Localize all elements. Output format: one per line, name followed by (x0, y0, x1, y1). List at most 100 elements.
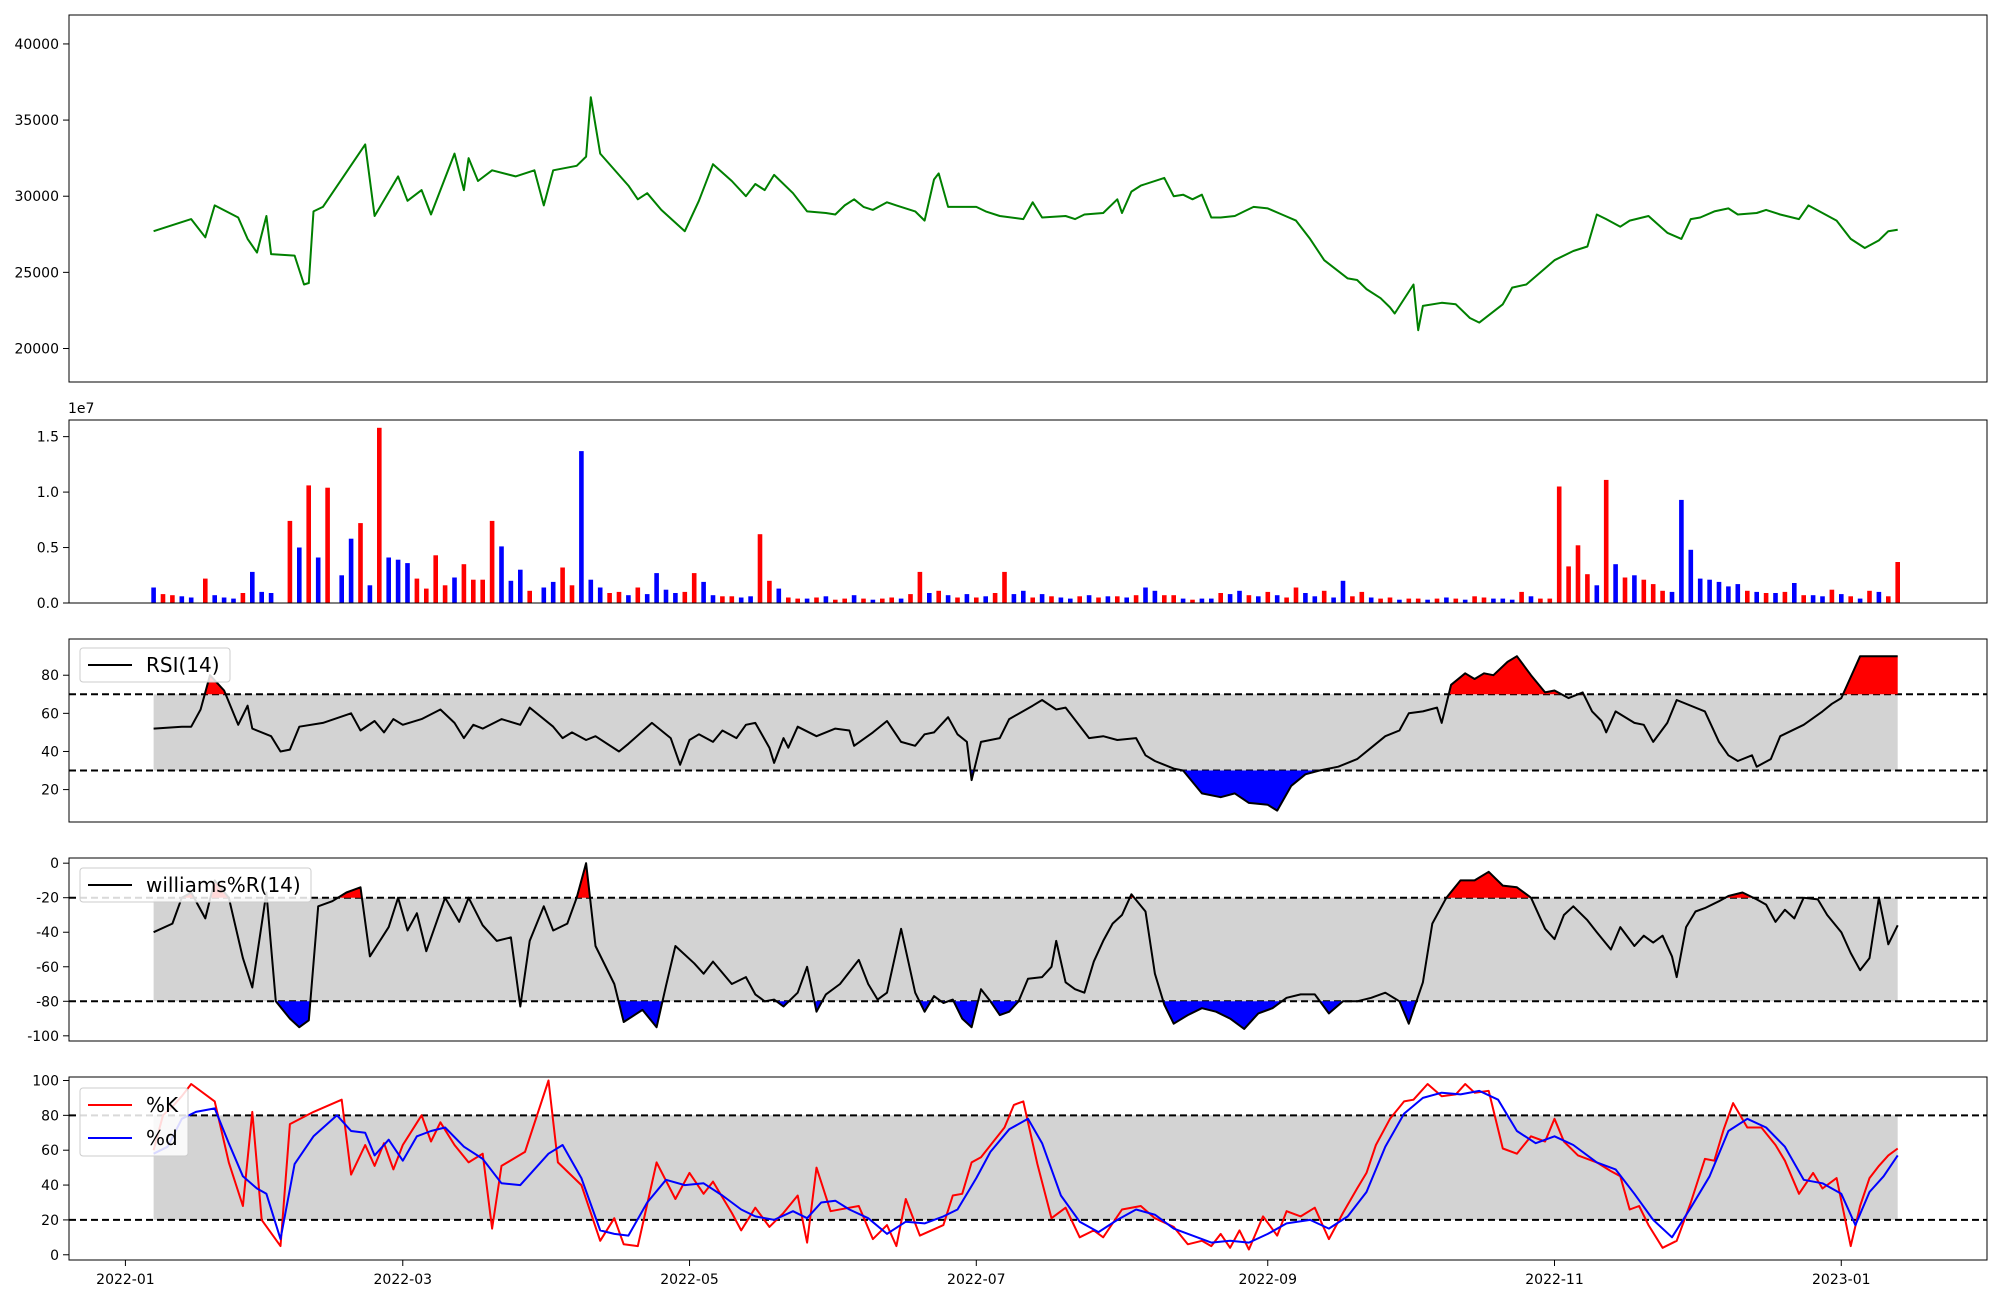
volume-bar (889, 597, 894, 603)
volume-bar (1886, 596, 1891, 603)
volume-bar (720, 596, 725, 603)
x-tick-label: 2022-05 (660, 1272, 719, 1288)
volume-bar (1303, 593, 1308, 603)
volume-bar (386, 557, 391, 603)
volume-bar (701, 581, 706, 603)
volume-bar (823, 596, 829, 603)
volume-bar (607, 593, 612, 603)
volume-bar (1086, 595, 1092, 603)
volume-bar (1763, 593, 1769, 603)
volume-bar (1754, 591, 1759, 603)
volume-bar (160, 594, 166, 603)
williams-y-tick-label: -40 (36, 925, 59, 941)
volume-bar (1321, 590, 1327, 603)
volume-bar (1632, 575, 1637, 603)
volume-bar (795, 598, 800, 603)
volume-bar (1209, 598, 1214, 603)
volume-bar (1293, 587, 1299, 603)
volume-bar (1096, 597, 1101, 603)
price-y-tick-label: 40000 (14, 37, 59, 53)
volume-bar (1782, 591, 1788, 603)
rsi-overbought-fill (1448, 656, 1562, 695)
stochastic-y-tick-label: 40 (41, 1178, 59, 1194)
price-y-tick-label: 25000 (14, 265, 59, 281)
rsi-frame (68, 638, 1988, 823)
volume-bar (1425, 599, 1430, 603)
volume-bar (259, 591, 264, 603)
rsi-neutral-band (153, 694, 1898, 771)
williams-oversold-fill (919, 1001, 931, 1012)
volume-bar (325, 487, 330, 603)
volume-bar (306, 485, 311, 603)
rsi-plot-area (68, 638, 1988, 823)
volume-bar (231, 598, 236, 603)
volume-bar (983, 596, 988, 603)
volume-bar (597, 587, 603, 603)
volume-bar (786, 597, 791, 603)
price-y-tick-label: 30000 (14, 189, 59, 205)
volume-bar (1387, 597, 1393, 603)
volume-plot-area (68, 419, 1988, 604)
volume-bar (616, 591, 622, 603)
volume-bar (1397, 599, 1402, 603)
volume-bar (1556, 486, 1562, 603)
volume-bar (1312, 596, 1318, 603)
volume-bar (1622, 577, 1628, 603)
volume-bar (917, 571, 923, 603)
volume-offset-label: 1e7 (68, 401, 94, 417)
volume-bar (188, 597, 194, 603)
volume-bar (1068, 598, 1073, 603)
volume-bar (804, 598, 810, 603)
volume-bar (433, 555, 438, 603)
date-x-axis: 2022-01 2022-03 2022-05 2022-07 2022-09 2022-… (96, 1260, 1871, 1288)
rsi-legend-box (79, 647, 231, 683)
volume-bar (1679, 499, 1684, 603)
williams-y-tick-label: -60 (36, 960, 59, 976)
rsi-y-tick-label: 20 (41, 783, 59, 799)
volume-bar (1895, 562, 1900, 603)
williams-legend: williams%R(14) (79, 867, 312, 903)
volume-y-tick-label: 0.5 (37, 541, 59, 557)
volume-bar (1434, 598, 1440, 603)
volume-bar (250, 571, 255, 603)
price-plot-area (68, 14, 1988, 383)
volume-bar (1669, 591, 1675, 603)
volume-bar (405, 563, 410, 603)
volume-bar (170, 595, 175, 603)
x-tick-label: 2022-01 (96, 1272, 155, 1288)
volume-bar (424, 588, 429, 603)
volume-bar (240, 593, 246, 603)
volume-bar (287, 520, 293, 603)
volume-bar (898, 598, 904, 603)
volume-bar (1002, 571, 1007, 603)
volume-bar (1030, 597, 1035, 603)
volume-bar (1190, 599, 1195, 603)
stochastic-frame (68, 1076, 1988, 1261)
volume-bar (499, 546, 504, 603)
volume-bar (1340, 580, 1346, 603)
williams-overbought-fill (1725, 892, 1754, 898)
volume-bar (1491, 598, 1496, 603)
volume-bar (1472, 596, 1477, 603)
volume-bar (1773, 593, 1778, 603)
rsi-y-tick-label: 80 (41, 668, 59, 684)
rsi-y-axis: 20 40 60 80 (41, 668, 69, 799)
price-line (153, 96, 1898, 332)
volume-frame (68, 419, 1988, 604)
volume-bar (268, 593, 274, 603)
volume-bar (377, 427, 382, 603)
volume-bar (1133, 595, 1139, 603)
williams-y-tick-label: -20 (36, 891, 59, 907)
x-tick-label: 2022-09 (1239, 1272, 1298, 1288)
volume-bar (654, 573, 659, 603)
volume-panel: 0.0 0.5 1.0 1.5 1e7 (37, 401, 1988, 612)
volume-bar (550, 581, 556, 603)
rsi-y-tick-label: 40 (41, 744, 59, 760)
volume-bar (541, 587, 547, 603)
volume-y-tick-label: 1.0 (37, 485, 59, 501)
rsi-panel: 20 40 60 80 RSI(14) (41, 638, 1988, 823)
volume-y-tick-label: 1.5 (37, 430, 59, 446)
volume-bar (644, 594, 650, 603)
stochastic-y-axis: 0 20 40 60 80 100 (32, 1073, 69, 1264)
